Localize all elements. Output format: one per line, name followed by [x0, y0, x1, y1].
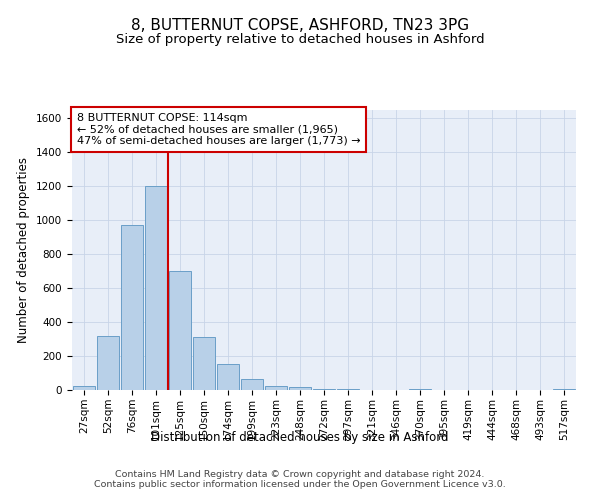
Text: Contains HM Land Registry data © Crown copyright and database right 2024.: Contains HM Land Registry data © Crown c… — [115, 470, 485, 479]
Bar — [265, 386, 287, 390]
Y-axis label: Number of detached properties: Number of detached properties — [17, 157, 31, 343]
Bar — [553, 389, 575, 390]
Text: Contains public sector information licensed under the Open Government Licence v3: Contains public sector information licen… — [94, 480, 506, 489]
Bar — [145, 186, 167, 390]
Bar — [313, 389, 335, 390]
Text: 8 BUTTERNUT COPSE: 114sqm
← 52% of detached houses are smaller (1,965)
47% of se: 8 BUTTERNUT COPSE: 114sqm ← 52% of detac… — [77, 113, 361, 146]
Bar — [97, 336, 119, 390]
Text: 8, BUTTERNUT COPSE, ASHFORD, TN23 3PG: 8, BUTTERNUT COPSE, ASHFORD, TN23 3PG — [131, 18, 469, 32]
Bar — [289, 388, 311, 390]
Text: Size of property relative to detached houses in Ashford: Size of property relative to detached ho… — [116, 32, 484, 46]
Bar — [193, 338, 215, 390]
Bar — [169, 271, 191, 390]
Bar — [409, 389, 431, 390]
Bar — [241, 379, 263, 390]
Text: Distribution of detached houses by size in Ashford: Distribution of detached houses by size … — [151, 431, 449, 444]
Bar — [73, 386, 95, 390]
Bar — [217, 364, 239, 390]
Bar — [121, 226, 143, 390]
Bar — [337, 389, 359, 390]
